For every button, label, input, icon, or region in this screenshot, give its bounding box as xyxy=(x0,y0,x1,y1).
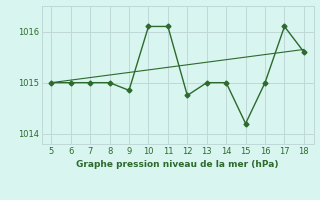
X-axis label: Graphe pression niveau de la mer (hPa): Graphe pression niveau de la mer (hPa) xyxy=(76,160,279,169)
